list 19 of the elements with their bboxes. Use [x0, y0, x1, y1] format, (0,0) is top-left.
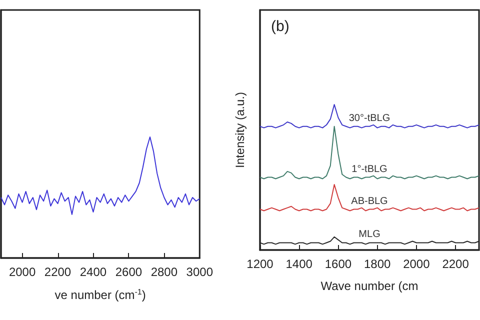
- x-tick-label: 2200: [44, 265, 72, 279]
- x-tick-label: 1400: [286, 257, 313, 271]
- x-tick-label: 2600: [115, 265, 142, 279]
- series-label: MLG: [358, 229, 381, 240]
- x-tick-label: 2000: [403, 257, 430, 271]
- series-label: 1°-tBLG: [352, 164, 388, 175]
- x-tick-label: 2200: [442, 257, 470, 271]
- x-axis-title: Wave number (cm: [320, 279, 418, 293]
- y-axis-title: Intensity (a.u.): [233, 92, 247, 168]
- x-tick-label: 2000: [8, 265, 36, 279]
- x-tick-label: 1600: [324, 257, 352, 271]
- x-tick-label: 3000: [186, 265, 214, 279]
- x-tick-label: 2400: [80, 265, 107, 279]
- series-label: AB-BLG: [351, 196, 388, 207]
- series-label: 30°-tBLG: [348, 112, 390, 124]
- x-tick-label: 1200: [246, 257, 274, 271]
- x-tick-label: 2800: [150, 265, 178, 279]
- chart-title: (b): [271, 18, 290, 35]
- x-tick-label: 1800: [364, 257, 391, 271]
